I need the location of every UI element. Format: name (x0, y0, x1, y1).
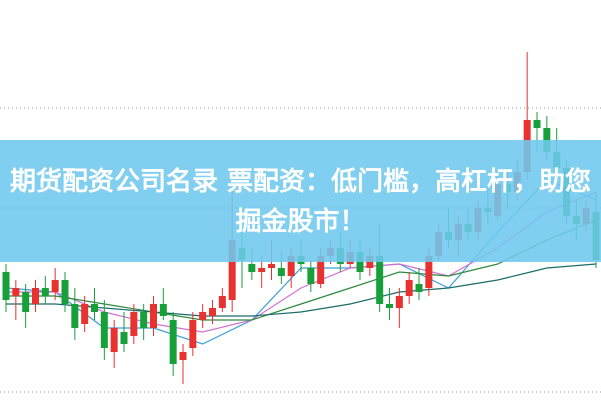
candle-body (22, 292, 30, 312)
candle-body (169, 320, 177, 364)
candle-body (110, 328, 118, 352)
candle-body (366, 256, 374, 268)
candle-body (199, 312, 207, 320)
candle-body (386, 304, 393, 308)
candle-body (277, 268, 285, 276)
candle-body (415, 284, 423, 292)
candle-body (51, 280, 59, 292)
candle-body (395, 296, 403, 308)
candle-body (317, 256, 325, 284)
candle-body (209, 308, 216, 316)
candle-body (425, 256, 433, 288)
candle-body (100, 312, 108, 348)
candle-body (376, 256, 384, 304)
candle-body (120, 332, 128, 344)
candle-body (150, 304, 157, 328)
candle-body (130, 312, 138, 336)
candle-body (189, 320, 197, 348)
candle-body (41, 288, 49, 296)
candle-body (405, 280, 413, 296)
candle-body (356, 252, 364, 272)
candle-body (91, 304, 98, 312)
candle-body (218, 296, 226, 308)
candle-body (140, 312, 148, 328)
candle-body (71, 304, 79, 328)
candle-body (61, 280, 69, 304)
candle-body (179, 352, 187, 360)
banner (0, 140, 601, 262)
candle-body (228, 240, 236, 300)
candle-body (12, 288, 20, 296)
candle-body (287, 256, 295, 276)
candle-body (81, 304, 89, 324)
candle-body (248, 264, 256, 272)
candle-body (32, 288, 39, 304)
banner-title: 期货配资公司名录 票配资：低门槛，高杠杆，助您掘金股市！ (9, 167, 592, 237)
candle-body (307, 268, 315, 284)
candle-body (159, 304, 167, 316)
candle-body (258, 268, 266, 272)
candle-body (533, 120, 541, 128)
candle-body (268, 264, 275, 268)
candle-body (2, 272, 10, 300)
